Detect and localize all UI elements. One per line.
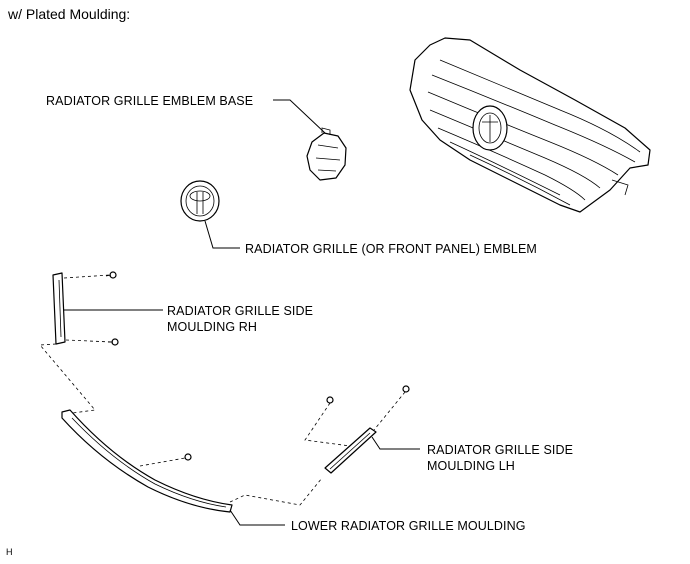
- figure-code: H: [6, 547, 13, 557]
- label-front-emblem: RADIATOR GRILLE (OR FRONT PANEL) EMBLEM: [245, 242, 537, 256]
- lower-moulding-part: [61, 409, 323, 526]
- front-emblem-part: [180, 180, 240, 249]
- label-side-moulding-lh-1: RADIATOR GRILLE SIDE: [427, 443, 574, 457]
- side-moulding-lh-part: [304, 385, 420, 474]
- label-emblem-base: RADIATOR GRILLE EMBLEM BASE: [46, 94, 254, 108]
- label-side-moulding-rh-2: MOULDING RH: [167, 320, 257, 334]
- label-side-moulding-lh-2: MOULDING LH: [427, 459, 515, 473]
- emblem-base-part: [273, 99, 347, 181]
- radiator-grille: [409, 37, 651, 213]
- label-side-moulding-rh-1: RADIATOR GRILLE SIDE: [167, 304, 314, 318]
- label-lower-moulding: LOWER RADIATOR GRILLE MOULDING: [291, 519, 526, 533]
- side-moulding-rh-part: [39, 271, 163, 415]
- diagram-title: w/ Plated Moulding:: [8, 6, 131, 22]
